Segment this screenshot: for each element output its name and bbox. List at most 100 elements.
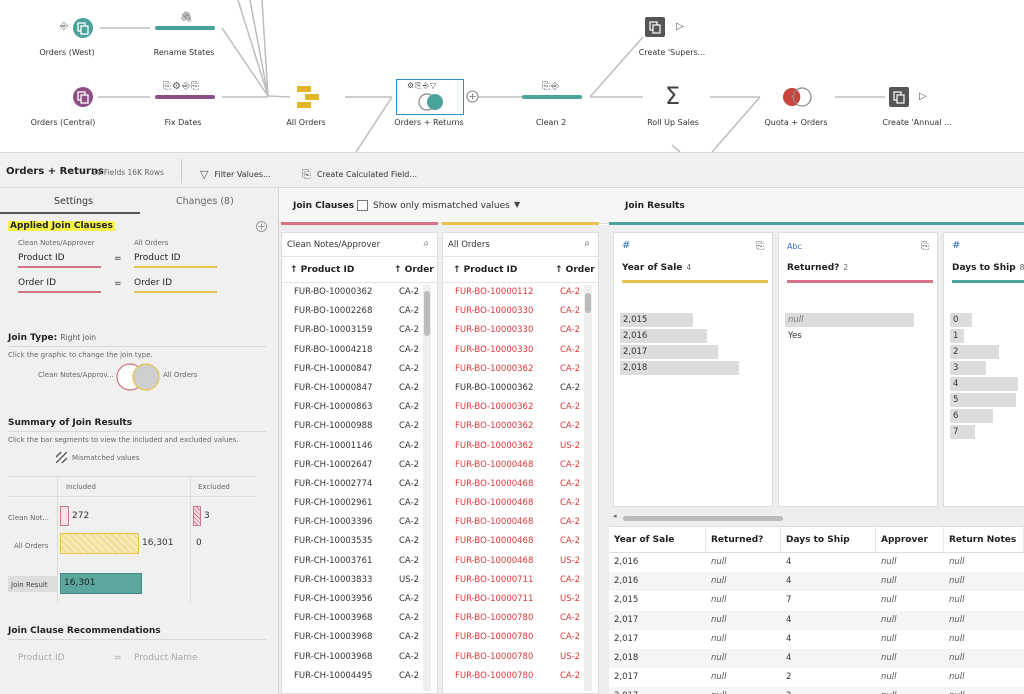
scroll-left-icon[interactable]: ◂	[613, 512, 617, 520]
table-row[interactable]: FUR-BO-10000468 CA-2	[443, 494, 598, 513]
clause-operator[interactable]: =	[114, 254, 122, 264]
grid-row[interactable]: 2,017 null 2 null null	[609, 668, 1024, 687]
join-result-bar[interactable]	[60, 573, 142, 594]
clause-left-field[interactable]: Product ID	[18, 253, 101, 268]
grid-row[interactable]: 2,018 null 4 null null	[609, 649, 1024, 669]
recommend-right-field[interactable]: Product Name	[134, 653, 198, 663]
table-row[interactable]: FUR-CH-10001146 CA-2	[282, 437, 437, 456]
value-bar[interactable]: 2,017	[620, 345, 718, 359]
chevron-down-icon[interactable]: ▼	[514, 200, 521, 209]
orders-west-node-icon[interactable]	[72, 17, 94, 39]
table-row[interactable]: FUR-BO-10000362 CA-2	[443, 398, 598, 417]
table-row[interactable]: FUR-BO-10000468 CA-2	[443, 475, 598, 494]
table-row[interactable]: FUR-BO-10000330 CA-2	[443, 321, 598, 340]
grid-row[interactable]: 2,017 null 4 null null	[609, 610, 1024, 630]
grid-row[interactable]: 2,017 null 4 null null	[609, 630, 1024, 649]
tab-changes[interactable]: Changes (8)	[176, 196, 234, 207]
value-bar[interactable]: 0	[950, 313, 972, 327]
search-icon[interactable]: ⌕	[584, 238, 590, 249]
value-bar[interactable]: 2,018	[620, 361, 739, 375]
table-row[interactable]: FUR-BO-10000468 CA-2	[443, 456, 598, 475]
run-flow-icon[interactable]: ▷	[676, 21, 684, 32]
flow-canvas[interactable]: ⎆ Orders (West) 🖇 Rename States ▷ Create…	[0, 0, 1024, 152]
quota-join-node-icon[interactable]	[781, 87, 813, 107]
table-row[interactable]: FUR-CH-10004495 CA-2	[282, 667, 437, 686]
grid-column-header[interactable]: Year of Sale	[609, 527, 706, 553]
grid-column-header[interactable]: Approver	[876, 527, 944, 553]
value-bar[interactable]: 2	[950, 345, 999, 359]
table-row[interactable]: FUR-BO-10000468 CA-2	[443, 513, 598, 532]
input-icon[interactable]: ⎆	[60, 21, 68, 32]
number-type-icon[interactable]: #	[622, 240, 631, 251]
selected-join-node[interactable]: ⚙⎘⎆▽	[396, 79, 464, 115]
table-row[interactable]: FUR-BO-10000330 CA-2	[443, 341, 598, 360]
table-row[interactable]: FUR-BO-10000780 US-2	[443, 648, 598, 667]
table-row[interactable]: FUR-CH-10003956 CA-2	[282, 590, 437, 609]
table-row[interactable]: FUR-BO-10000362 CA-2	[443, 417, 598, 436]
table-row[interactable]: FUR-BO-10000780 CA-2	[443, 609, 598, 628]
table-row[interactable]: FUR-CH-10002961 CA-2	[282, 494, 437, 513]
add-clause-icon[interactable]	[256, 221, 267, 232]
more-options-icon[interactable]: ⎘	[756, 241, 764, 252]
table-row[interactable]: FUR-BO-10000780 CA-2	[443, 667, 598, 686]
table-row[interactable]: FUR-CH-10002774 CA-2	[282, 475, 437, 494]
union-node-icon[interactable]	[297, 86, 321, 108]
product-id-column-header[interactable]: ↑ Product ID	[290, 265, 355, 275]
recommend-left-field[interactable]: Product ID	[18, 653, 65, 663]
clause-right-field[interactable]: Product ID	[134, 253, 217, 268]
value-bar[interactable]: 6	[950, 409, 993, 423]
show-mismatched-label[interactable]: Show only mismatched values	[373, 201, 510, 211]
table-row[interactable]: FUR-BO-10000711 CA-2	[443, 571, 598, 590]
table-row[interactable]: FUR-BO-10000362 CA-2	[443, 360, 598, 379]
grid-row[interactable]: 2,017 null 2 null null	[609, 687, 1024, 694]
scroll-thumb[interactable]	[585, 293, 591, 313]
profile-card-year-of-sale[interactable]: # ⎘ Year of Sale 4 2,015 2,016 2,017 2,018	[613, 232, 773, 507]
join-type-venn-icon[interactable]	[114, 362, 162, 392]
output-node-icon[interactable]	[889, 87, 909, 107]
cards-horizontal-scrollbar[interactable]: ◂	[613, 512, 1024, 522]
table-row[interactable]: FUR-CH-10003968 CA-2	[282, 609, 437, 628]
included-bar-all-orders[interactable]	[60, 533, 139, 554]
right-scrollbar[interactable]	[584, 285, 592, 691]
order-column-header[interactable]: ↑ Order	[555, 265, 595, 275]
value-bar[interactable]: 7	[950, 425, 975, 439]
table-row[interactable]: FUR-CH-10003761 CA-2	[282, 552, 437, 571]
excluded-bar-clean-notes[interactable]	[193, 506, 201, 526]
value-bar[interactable]: null	[785, 313, 914, 327]
grid-row[interactable]: 2,016 null 4 null null	[609, 572, 1024, 592]
profile-card-days-to-ship[interactable]: # Days to Ship 8 0 1 2 3 4 5 6 7	[943, 232, 1024, 507]
add-step-icon[interactable]	[466, 90, 479, 103]
table-row[interactable]: FUR-CH-10003396 CA-2	[282, 513, 437, 532]
value-bar[interactable]: 5	[950, 393, 1016, 407]
aggregate-node-icon[interactable]: Σ	[665, 82, 681, 110]
table-row[interactable]: FUR-CH-10000988 CA-2	[282, 417, 437, 436]
clause-operator[interactable]: =	[114, 279, 122, 289]
table-row[interactable]: FUR-CH-10000863 CA-2	[282, 398, 437, 417]
orders-central-node-icon[interactable]	[72, 86, 94, 108]
table-row[interactable]: FUR-BO-10000711 US-2	[443, 590, 598, 609]
table-row[interactable]: FUR-CH-10000847 CA-2	[282, 379, 437, 398]
grid-column-header[interactable]: Return Notes	[944, 527, 1024, 553]
value-bar[interactable]: Yes	[788, 331, 802, 341]
right-source-column[interactable]: All Orders ⌕ ↑ Product ID ↑ Order FUR-BO…	[442, 232, 599, 694]
value-bar[interactable]: 4	[950, 377, 1018, 391]
value-bar[interactable]: 3	[950, 361, 986, 375]
table-row[interactable]: FUR-CH-10002647 CA-2	[282, 456, 437, 475]
table-row[interactable]: FUR-CH-10003968 CA-2	[282, 648, 437, 667]
table-row[interactable]: FUR-CH-10000847 CA-2	[282, 360, 437, 379]
table-row[interactable]: FUR-BO-10000362 US-2	[443, 437, 598, 456]
run-flow-icon[interactable]: ▷	[919, 91, 927, 102]
table-row[interactable]: FUR-BO-10000362 CA-2	[282, 283, 437, 302]
table-row[interactable]: FUR-BO-10000330 CA-2	[443, 302, 598, 321]
grid-column-header[interactable]: Returned?	[706, 527, 781, 553]
filter-values-button[interactable]: ▽ Filter Values...	[200, 167, 271, 181]
table-row[interactable]: FUR-BO-10000468 CA-2	[443, 532, 598, 551]
value-bar[interactable]: 2,015	[620, 313, 693, 327]
grid-row[interactable]: 2,015 null 7 null null	[609, 591, 1024, 610]
grid-column-header[interactable]: Days to Ship	[781, 527, 876, 553]
order-column-header[interactable]: ↑ Order	[394, 265, 434, 275]
grid-row[interactable]: 2,016 null 4 null null	[609, 553, 1024, 572]
search-icon[interactable]: ⌕	[423, 238, 429, 249]
left-source-column[interactable]: Clean Notes/Approver ⌕ ↑ Product ID ↑ Or…	[281, 232, 438, 694]
product-id-column-header[interactable]: ↑ Product ID	[453, 265, 518, 275]
